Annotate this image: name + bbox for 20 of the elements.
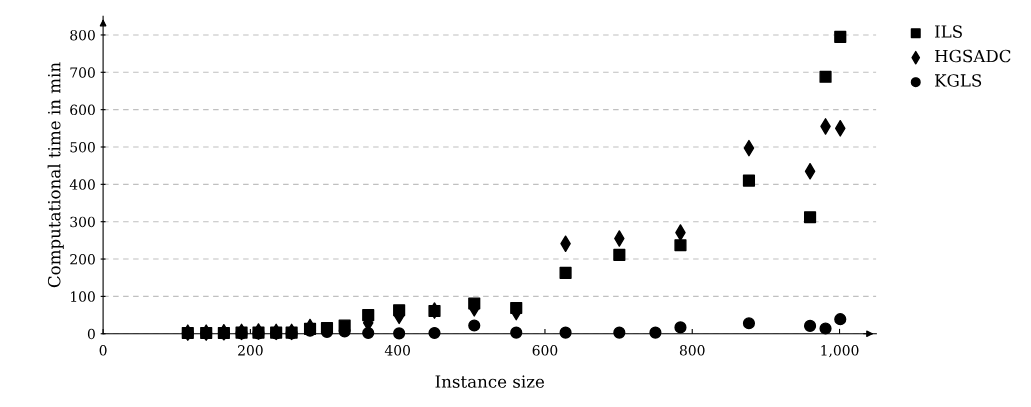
y-tick-label: 700 bbox=[70, 67, 95, 78]
legend-label: ILS bbox=[935, 25, 962, 38]
x-tick-label: 1,000 bbox=[821, 345, 859, 358]
x-tick-label: 800 bbox=[679, 345, 705, 356]
x-tick-label: 200 bbox=[238, 345, 263, 356]
y-tick-label: 500 bbox=[70, 141, 95, 153]
y-tick-label: 200 bbox=[70, 254, 95, 265]
x-axis-title: Instance size bbox=[435, 375, 545, 388]
y-tick-label: 100 bbox=[70, 291, 95, 302]
y-tick-label: 600 bbox=[70, 104, 95, 116]
x-tick-label: 600 bbox=[532, 345, 558, 356]
y-axis-title: Computational time in min bbox=[47, 62, 64, 288]
x-tick-label: 400 bbox=[384, 345, 410, 356]
legend-label: KGLS bbox=[935, 74, 982, 87]
y-tick-label: 400 bbox=[69, 179, 95, 190]
legend-label: HGSADC bbox=[935, 49, 1011, 63]
y-tick-label: 800 bbox=[70, 29, 95, 41]
y-tick-label: 300 bbox=[70, 216, 95, 228]
x-tick-label: 0 bbox=[99, 345, 107, 356]
y-tick-label: 0 bbox=[87, 328, 95, 340]
